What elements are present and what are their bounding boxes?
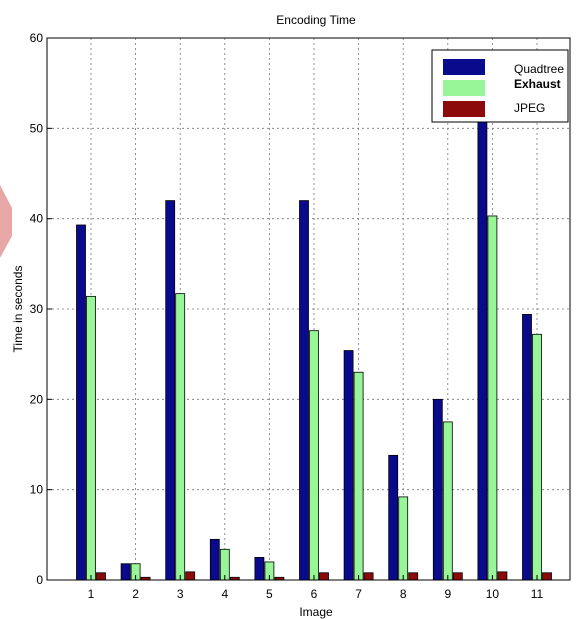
bar-exhaust-11 <box>532 333 542 581</box>
bar-jpeg-6 <box>319 572 329 581</box>
bars <box>76 82 552 581</box>
bar-jpeg-9 <box>452 572 463 581</box>
y-tick-label: 60 <box>30 31 44 45</box>
bar-jpeg-3 <box>185 571 196 581</box>
bar-quadtree-7 <box>343 350 354 581</box>
bar-jpeg-10 <box>497 571 508 581</box>
x-tick-label: 3 <box>177 587 184 601</box>
bar-jpeg-1 <box>96 572 106 581</box>
side-arrow-decoration <box>0 185 12 258</box>
bar-quadtree-5 <box>254 557 265 581</box>
y-tick-label: 20 <box>30 392 44 406</box>
x-tick-label: 6 <box>311 587 318 601</box>
y-tick-label: 10 <box>30 483 44 497</box>
bar-quadtree-11 <box>522 314 532 581</box>
x-tick-label: 10 <box>486 587 500 601</box>
bar-exhaust-3 <box>175 293 186 581</box>
bar-quadtree-1 <box>76 224 86 581</box>
bar-quadtree-8 <box>388 454 399 581</box>
legend-label-jpeg: JPEG <box>514 101 545 115</box>
x-tick-label: 4 <box>221 587 228 601</box>
legend-swatch-exhaust <box>443 80 485 96</box>
bar-exhaust-7 <box>353 371 364 581</box>
y-tick-label: 0 <box>36 573 43 587</box>
chart-title: Encoding Time <box>276 13 356 27</box>
legend-swatch-quadtree <box>443 59 485 75</box>
bar-quadtree-4 <box>209 538 220 581</box>
bar-jpeg-8 <box>408 572 419 581</box>
legend: Quadtree Exhaust JPEG <box>431 49 569 123</box>
bar-exhaust-8 <box>398 496 409 581</box>
bar-exhaust-6 <box>309 330 319 581</box>
x-tick-label: 11 <box>531 587 544 601</box>
bar-exhaust-9 <box>442 421 453 581</box>
y-tick-label: 50 <box>30 121 44 135</box>
bar-quadtree-9 <box>432 398 443 581</box>
legend-label-quadtree: Quadtree <box>514 62 564 76</box>
x-axis-label: Image <box>299 605 333 619</box>
x-tick-label: 2 <box>132 587 139 601</box>
y-tick-label: 40 <box>30 212 44 226</box>
bar-exhaust-1 <box>86 295 96 581</box>
y-axis: 0 10 20 30 40 50 60 <box>30 31 52 587</box>
y-tick-label: 30 <box>30 302 44 316</box>
legend-label-exhaust: Exhaust <box>514 77 561 91</box>
legend-swatch-jpeg <box>443 101 485 117</box>
x-tick-label: 8 <box>400 587 407 601</box>
bar-exhaust-10 <box>487 215 498 581</box>
x-tick-label: 9 <box>444 587 451 601</box>
y-axis-label: Time in seconds <box>11 266 25 353</box>
x-axis: 1 2 3 4 5 6 7 8 9 10 11 <box>88 575 544 601</box>
bar-quadtree-2 <box>120 563 131 581</box>
bar-quadtree-6 <box>299 200 309 581</box>
x-tick-label: 7 <box>355 587 362 601</box>
bar-jpeg-7 <box>363 572 374 581</box>
bar-quadtree-10 <box>477 82 488 581</box>
bar-jpeg-11 <box>542 572 552 581</box>
bar-quadtree-3 <box>165 200 176 581</box>
x-tick-label: 5 <box>266 587 273 601</box>
x-tick-label: 1 <box>88 587 95 601</box>
